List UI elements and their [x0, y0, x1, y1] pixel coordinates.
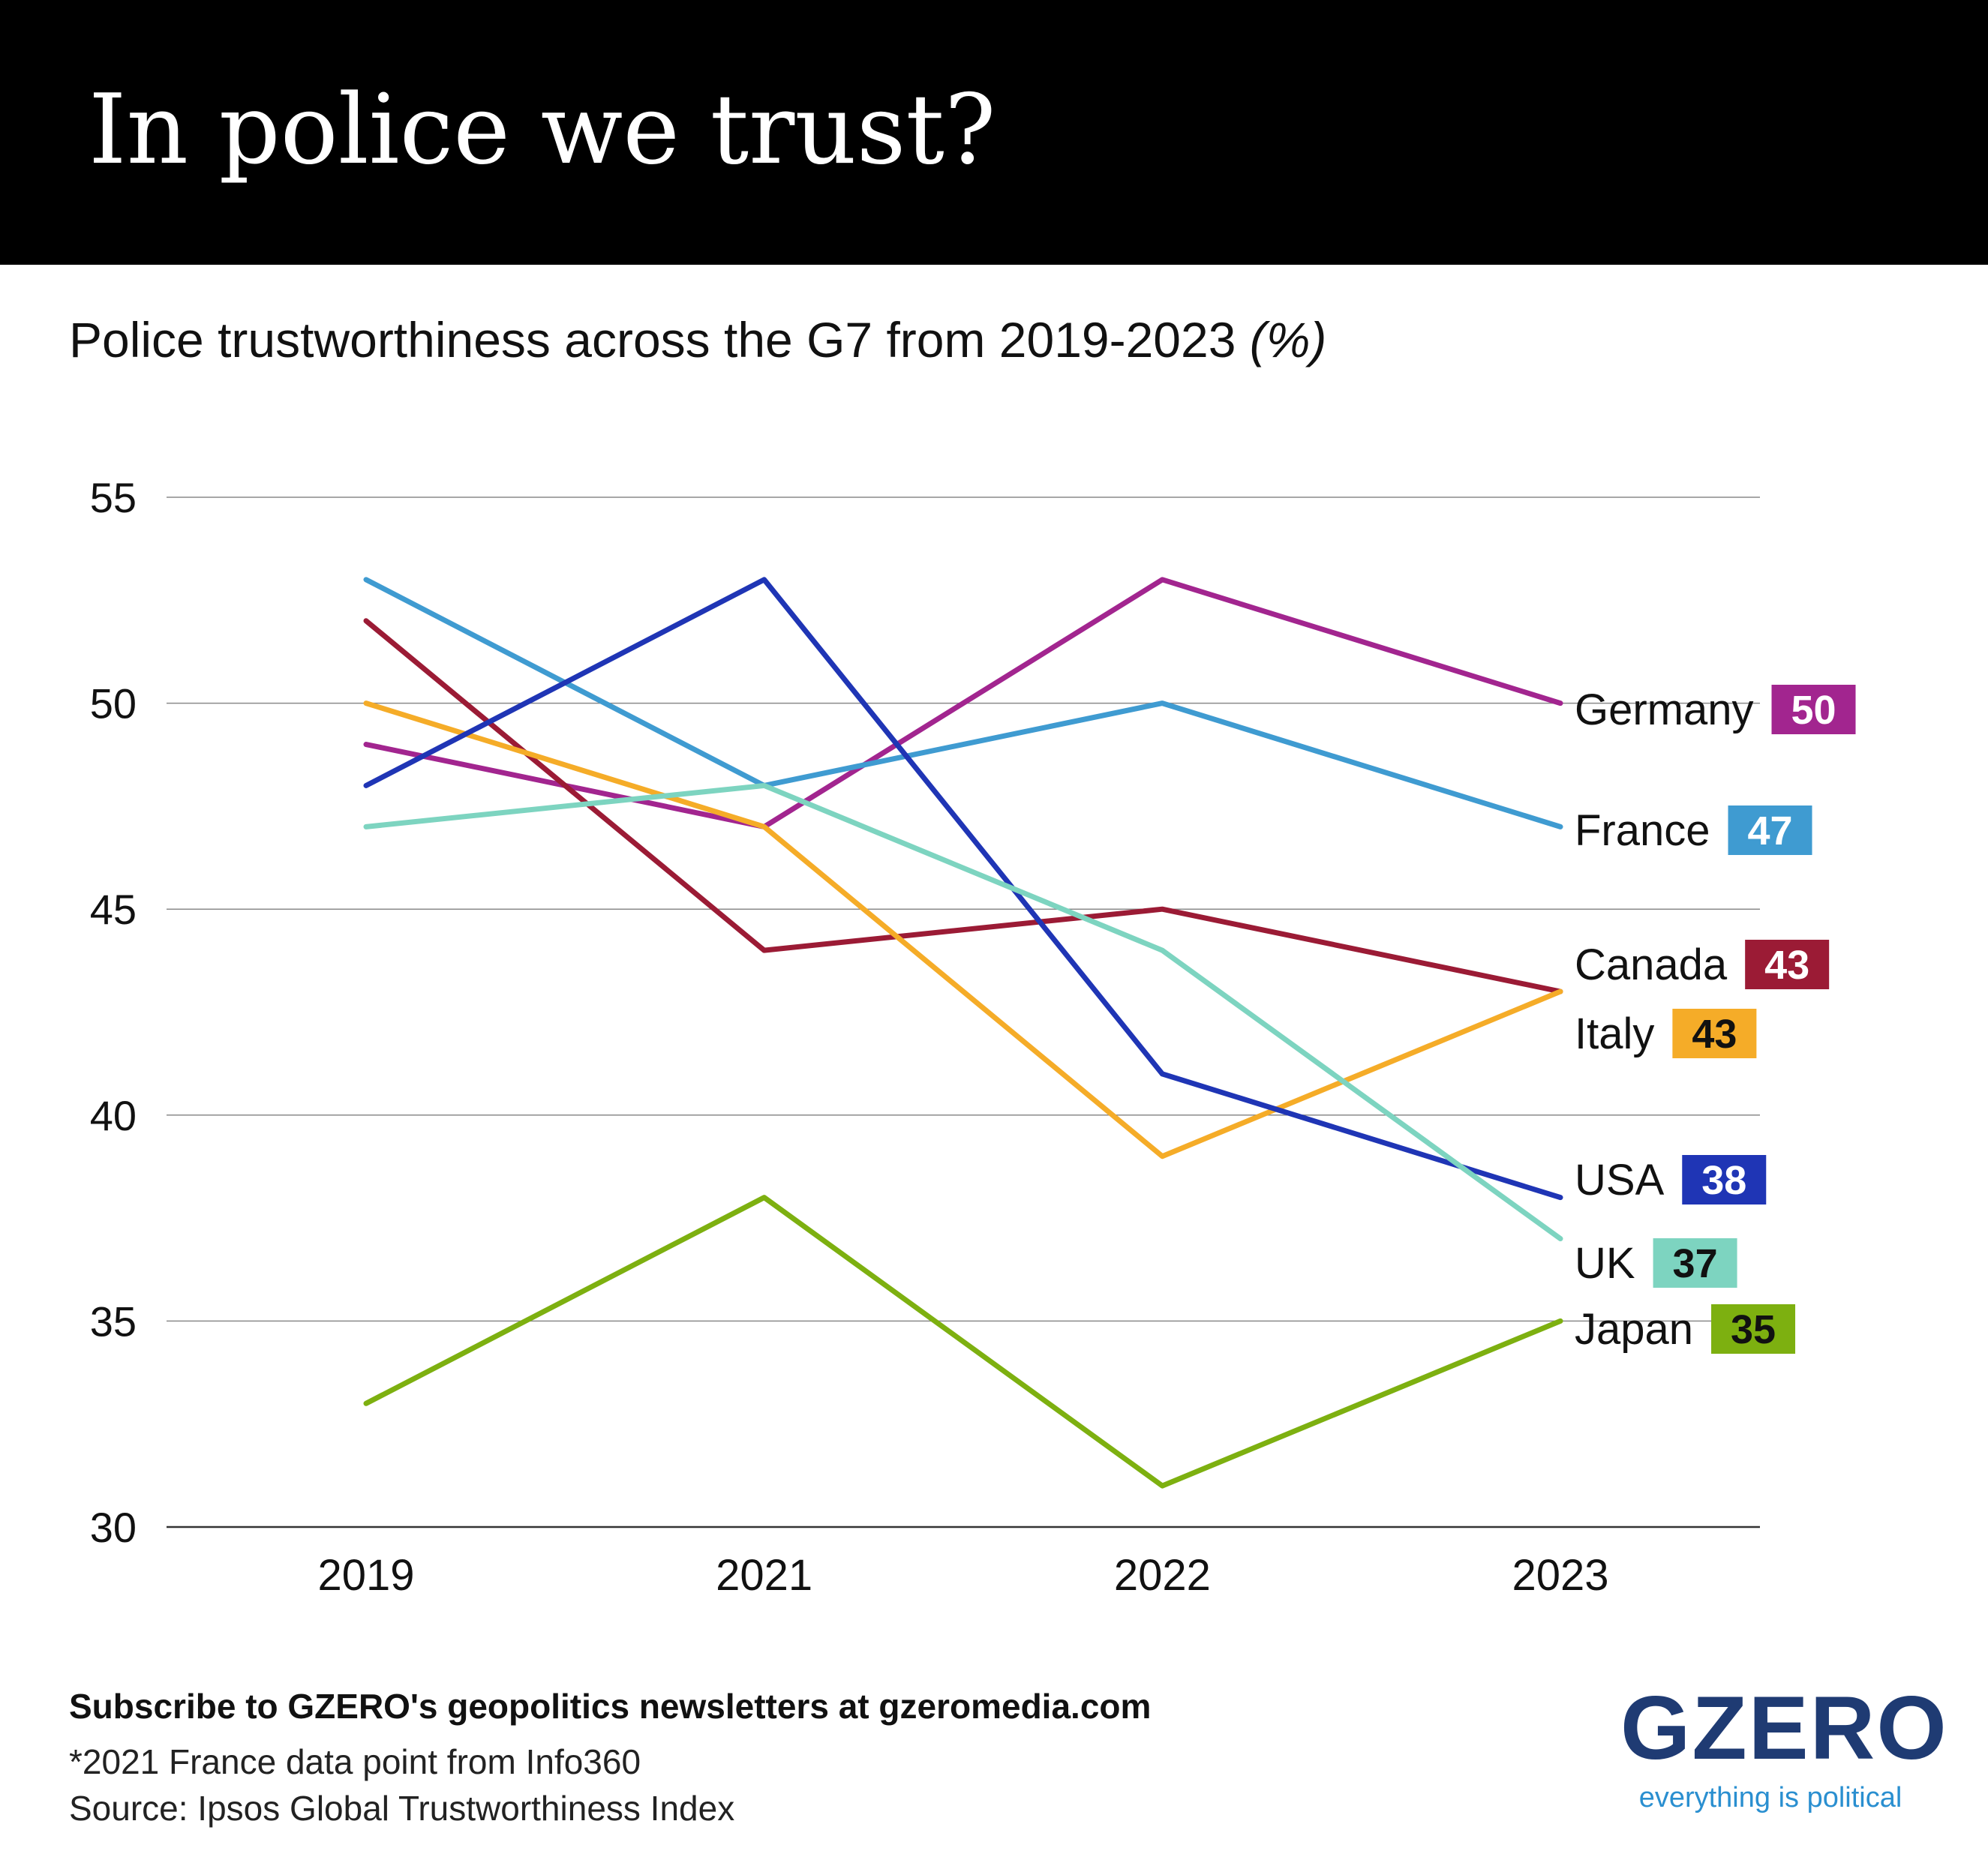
y-tick-label: 35: [90, 1298, 137, 1345]
y-tick-label: 40: [90, 1092, 137, 1139]
series-name-label: Germany: [1575, 686, 1754, 734]
line-chart: 30 35 40 45 50 55 2019 2021 2022 2023 Germany 50 F…: [90, 474, 1856, 1600]
end-label-uk: UK 37: [1575, 1238, 1737, 1288]
y-tick-label: 30: [90, 1504, 137, 1551]
y-tick-label: 55: [90, 474, 137, 521]
y-tick-label: 50: [90, 680, 137, 728]
value-badge: [1745, 940, 1830, 989]
series-name-label: France: [1575, 806, 1710, 855]
series-name-label: Italy: [1575, 1010, 1654, 1058]
series-name-label: UK: [1575, 1239, 1635, 1288]
x-axis-ticks: 2019 2021 2022 2023: [317, 1551, 1608, 1600]
value-badge: [1653, 1238, 1737, 1288]
title-bar: In police we trust?: [0, 0, 1988, 265]
value-badge-label: 43: [1764, 943, 1809, 988]
value-badge: [1711, 1304, 1796, 1354]
series-line-usa: [363, 577, 1563, 1201]
y-tick-label: 45: [90, 886, 137, 933]
footer-note: *2021 France data point from Info360: [69, 1742, 641, 1781]
y-axis-ticks: 30 35 40 45 50 55: [90, 474, 137, 1551]
value-badge: [1682, 1155, 1767, 1204]
series-end-labels: Germany 50 France 47 Canada 43 Italy 43 USA 38 UK 3…: [1575, 685, 1856, 1354]
x-tick-label: 2021: [716, 1551, 812, 1600]
subtitle-text: Police trustworthiness across the G7 fro…: [69, 312, 1236, 368]
series-line-italy: [363, 700, 1563, 1160]
x-tick-label: 2019: [317, 1551, 414, 1600]
end-label-italy: Italy 43: [1575, 1009, 1757, 1058]
footer-source: Source: Ipsos Global Trustworthiness Ind…: [69, 1789, 735, 1828]
value-badge-label: 43: [1692, 1012, 1737, 1057]
series-lines: [363, 577, 1563, 1489]
value-badge-label: 35: [1731, 1307, 1776, 1352]
end-label-canada: Canada 43: [1575, 940, 1830, 989]
chart-subtitle: Police trustworthiness across the G7 fro…: [69, 315, 1326, 364]
end-label-germany: Germany 50: [1575, 685, 1856, 734]
end-label-usa: USA 38: [1575, 1155, 1767, 1204]
value-badge-label: 47: [1747, 808, 1792, 854]
x-tick-label: 2022: [1114, 1551, 1211, 1600]
value-badge: [1771, 685, 1856, 734]
series-name-label: USA: [1575, 1156, 1665, 1204]
series-line-canada: [363, 618, 1563, 994]
value-badge: [1728, 806, 1812, 855]
subtitle-unit: (%): [1249, 312, 1327, 368]
gzero-logo: GZERO everything is political: [1620, 1678, 1948, 1814]
series-line-japan: [363, 1195, 1563, 1489]
chart-title: In police we trust?: [89, 74, 996, 186]
value-badge-label: 38: [1701, 1158, 1746, 1203]
logo-wordmark: GZERO: [1620, 1678, 1948, 1778]
value-badge-label: 50: [1791, 688, 1836, 733]
series-name-label: Japan: [1575, 1305, 1693, 1354]
end-label-france: France 47: [1575, 806, 1812, 855]
x-tick-label: 2023: [1512, 1551, 1608, 1600]
value-badge: [1672, 1009, 1757, 1058]
end-label-japan: Japan 35: [1575, 1304, 1796, 1354]
footer-subscribe-text: Subscribe to GZERO's geopolitics newslet…: [69, 1687, 1152, 1726]
series-line-uk: [363, 782, 1563, 1242]
series-name-label: Canada: [1575, 940, 1728, 989]
value-badge-label: 37: [1673, 1241, 1718, 1286]
logo-tagline: everything is political: [1638, 1782, 1902, 1814]
